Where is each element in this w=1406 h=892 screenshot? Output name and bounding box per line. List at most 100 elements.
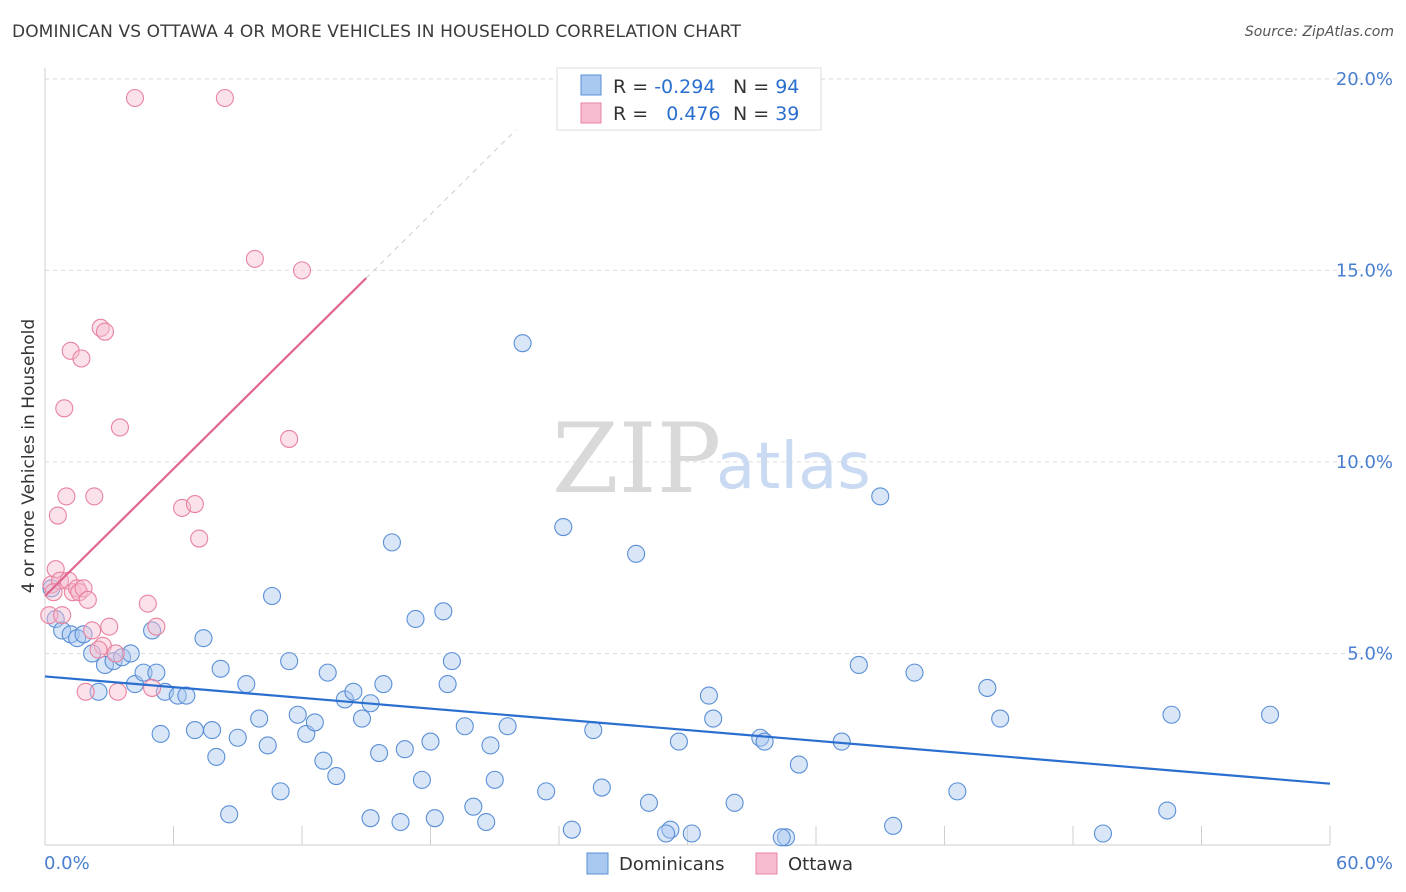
point-dominicans-42: [361, 809, 380, 828]
point-dominicans-85: [978, 678, 997, 697]
point-dominicans-30: [271, 782, 290, 801]
point-ottawa-28: [143, 678, 162, 697]
watermark-atlas: atlas: [716, 430, 871, 504]
point-dominicans-9: [104, 652, 123, 671]
source-label: Source: ZipAtlas.com: [1244, 24, 1394, 40]
point-dominicans-46: [391, 812, 410, 832]
trend-line-dominicans: [44, 675, 1331, 785]
legend-r-label-2: R =: [613, 103, 654, 125]
point-dominicans-74: [725, 793, 744, 812]
point-dominicans-45: [382, 533, 402, 552]
point-dominicans-58: [481, 736, 500, 755]
point-ottawa-25: [110, 418, 130, 437]
point-dominicans-35: [314, 751, 333, 770]
point-ottawa-0: [40, 606, 59, 625]
bottom-legend-swatch-ottawa: [755, 852, 778, 875]
point-ottawa-31: [185, 495, 204, 514]
point-dominicans-65: [584, 721, 603, 740]
point-ottawa-14: [74, 579, 93, 598]
point-dominicans-40: [352, 709, 372, 728]
point-dominicans-70: [669, 732, 688, 751]
point-dominicans-86: [991, 709, 1010, 728]
point-ottawa-2: [46, 560, 65, 579]
point-ottawa-38: [89, 640, 108, 659]
point-dominicans-19: [185, 721, 204, 740]
point-dominicans-51: [425, 809, 444, 828]
trend-line-ottawa: [44, 277, 368, 597]
axes: [44, 68, 1331, 846]
point-dominicans-44: [374, 675, 393, 694]
point-dominicans-72: [699, 686, 718, 705]
watermark: ZIP atlas: [552, 403, 871, 515]
point-dominicans-49: [412, 770, 431, 789]
legend-swatch-ottawa: [580, 102, 602, 124]
point-dominicans-84: [948, 782, 967, 801]
point-dominicans-39: [344, 682, 363, 701]
point-dominicans-71: [682, 824, 701, 843]
point-dominicans-68: [639, 793, 659, 812]
point-ottawa-21: [95, 322, 115, 341]
point-dominicans-80: [849, 655, 868, 675]
point-dominicans-24: [220, 805, 239, 824]
x-tick-label-1: 60.0%: [1336, 853, 1393, 874]
point-ottawa-7: [57, 487, 76, 506]
svg-text:N = 39: N = 39: [733, 103, 799, 125]
legend-n-value-1: 94: [775, 76, 799, 98]
point-dominicans-28: [258, 736, 277, 755]
point-dominicans-8: [95, 655, 115, 675]
point-ottawa-13: [72, 349, 91, 368]
svg-text:R = -0.294: R = -0.294: [613, 76, 715, 98]
y-tick-label-1: 10.0%: [1336, 452, 1393, 473]
point-dominicans-48: [406, 609, 425, 629]
point-dominicans-54: [442, 652, 461, 671]
point-dominicans-64: [562, 820, 581, 839]
x-tick-label-0: 0.0%: [44, 853, 90, 874]
point-ottawa-18: [85, 487, 104, 506]
y-tick-label-2: 15.0%: [1336, 260, 1393, 281]
point-ottawa-37: [44, 583, 63, 602]
point-dominicans-91: [657, 824, 676, 843]
point-ottawa-26: [125, 88, 144, 108]
point-ottawa-36: [215, 88, 234, 108]
grid-lines: [45, 78, 1392, 654]
point-dominicans-5: [74, 625, 93, 644]
point-dominicans-59: [485, 770, 504, 789]
point-dominicans-31: [280, 652, 299, 671]
point-dominicans-32: [288, 705, 307, 724]
bottom-legend: Dominicans Ottawa: [586, 852, 853, 875]
point-dominicans-27: [250, 709, 269, 728]
point-dominicans-36: [318, 663, 337, 682]
point-dominicans-7: [89, 682, 108, 701]
y-tick-label-0: 5.0%: [1347, 643, 1393, 664]
point-dominicans-13: [134, 663, 153, 682]
point-dominicans-56: [464, 797, 483, 816]
point-dominicans-52: [434, 602, 453, 621]
point-dominicans-47: [395, 740, 414, 759]
point-dominicans-83: [905, 663, 924, 682]
point-dominicans-29: [262, 586, 282, 606]
point-dominicans-22: [207, 747, 226, 766]
series-ottawa: [40, 88, 312, 701]
point-dominicans-50: [421, 732, 440, 751]
point-ottawa-3: [48, 506, 67, 525]
legend-n-label-1: N =: [733, 76, 775, 98]
point-ottawa-16: [78, 590, 97, 609]
legend-r-value-1: -0.294: [654, 76, 715, 98]
point-dominicans-66: [592, 778, 611, 797]
series-dominicans: [42, 334, 1280, 847]
svg-text:R = 0.476: R = 0.476: [613, 103, 721, 125]
point-dominicans-88: [1158, 801, 1177, 820]
legend-n-label-2: N =: [733, 103, 775, 125]
bottom-legend-label-dominicans: Dominicans: [619, 854, 725, 875]
point-dominicans-67: [627, 544, 646, 563]
point-ottawa-24: [108, 682, 127, 701]
point-dominicans-89: [1162, 705, 1181, 724]
point-dominicans-87: [1093, 824, 1113, 843]
point-ottawa-23: [106, 644, 125, 663]
point-dominicans-37: [327, 766, 346, 786]
point-ottawa-32: [190, 529, 209, 548]
point-ottawa-6: [55, 399, 74, 418]
point-dominicans-23: [211, 659, 230, 678]
point-dominicans-81: [871, 487, 890, 506]
